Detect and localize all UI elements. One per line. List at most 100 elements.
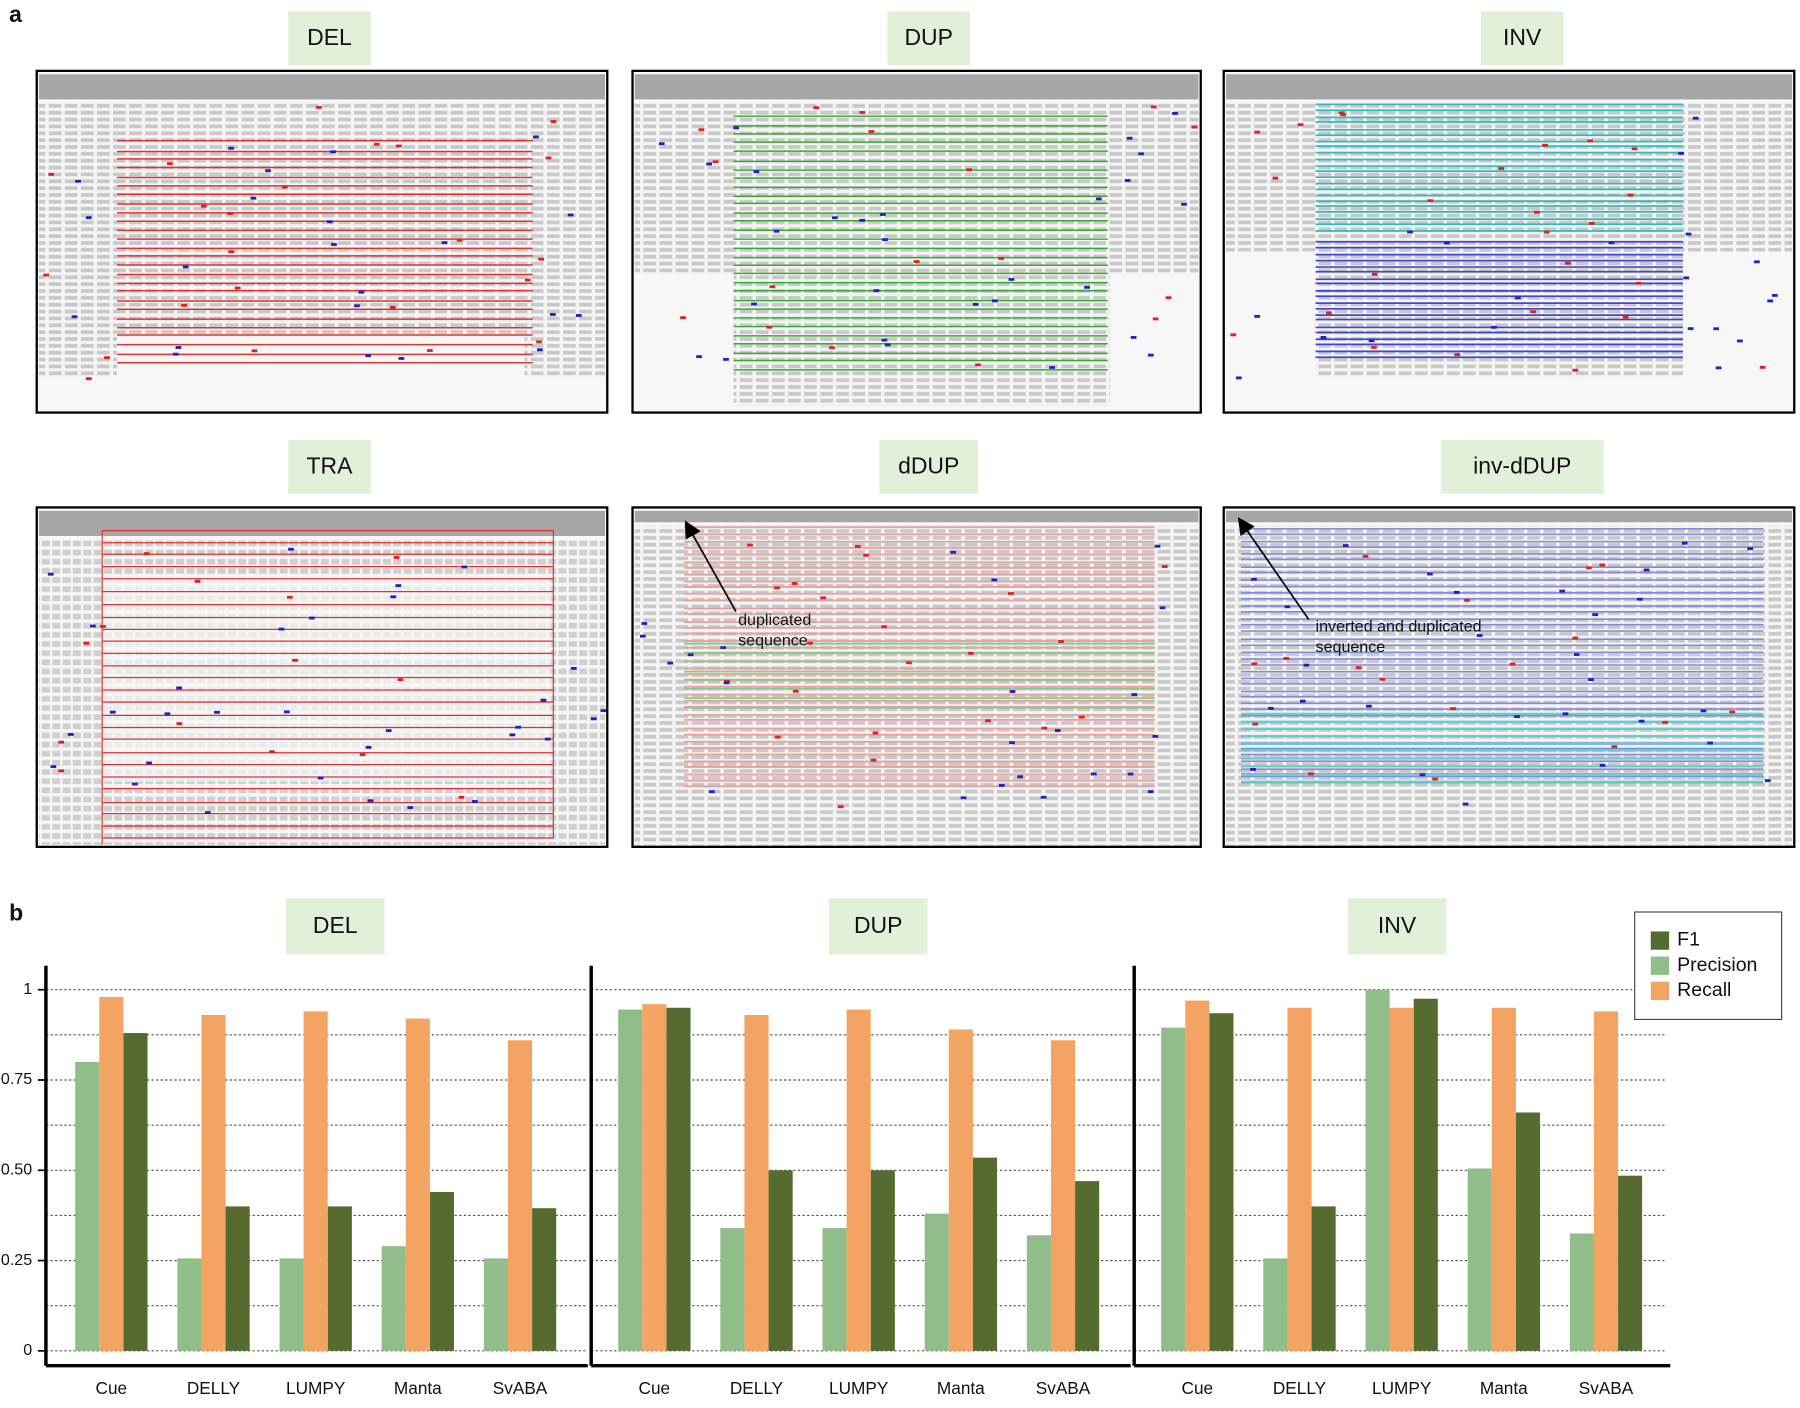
- mismatch: [458, 795, 465, 799]
- mismatch: [1736, 339, 1743, 343]
- annotation-arrow: [1237, 517, 1310, 620]
- mismatch: [395, 584, 402, 588]
- mismatch: [639, 634, 646, 638]
- mismatch: [176, 722, 183, 726]
- mismatch: [1147, 353, 1154, 357]
- mismatch: [1272, 176, 1279, 180]
- mismatch: [536, 348, 543, 352]
- mismatch: [1767, 299, 1774, 303]
- mismatch: [1543, 230, 1550, 234]
- mismatch: [83, 641, 90, 645]
- mismatch: [330, 150, 337, 154]
- mismatch: [390, 595, 397, 599]
- mismatch: [1299, 699, 1306, 703]
- annotation-text: inverted and duplicated: [1316, 618, 1482, 636]
- mismatch: [1707, 741, 1713, 745]
- mismatch: [427, 349, 433, 352]
- mismatch: [1095, 197, 1102, 201]
- panel-frame: [1222, 506, 1796, 848]
- panel-title-box: [288, 11, 371, 66]
- mismatch: [1599, 763, 1606, 767]
- legend-swatch: [1650, 956, 1670, 975]
- mismatch: [1131, 693, 1138, 696]
- reads: [117, 142, 525, 338]
- x-tick-label: Cue: [96, 1378, 128, 1398]
- mismatch: [873, 289, 880, 293]
- mismatch: [1235, 376, 1242, 380]
- mismatch: [1138, 152, 1144, 156]
- mismatch: [1559, 589, 1566, 593]
- x-tick-label: SvABA: [493, 1378, 548, 1398]
- panel-frame: [35, 69, 609, 414]
- mismatch: [733, 126, 739, 130]
- reads: [1226, 525, 1792, 846]
- mismatch: [407, 806, 414, 810]
- mismatch: [385, 729, 392, 733]
- annotation-text: duplicated: [738, 611, 811, 629]
- mismatch: [696, 355, 702, 359]
- mismatch: [1687, 327, 1694, 331]
- mismatch: [472, 800, 478, 803]
- mismatch: [1692, 116, 1699, 120]
- mismatch: [1308, 772, 1314, 776]
- mismatch: [104, 356, 110, 360]
- igv-panel: DEL: [35, 11, 609, 414]
- mismatch: [441, 241, 448, 245]
- bar: [744, 1014, 769, 1351]
- panel-title: DEL: [307, 24, 352, 50]
- mismatch: [590, 717, 597, 721]
- mismatch: [538, 257, 545, 261]
- panel-title-box: [879, 440, 979, 494]
- mismatch: [1427, 199, 1434, 203]
- mismatch: [251, 349, 258, 353]
- x-tick-label: Manta: [937, 1378, 985, 1398]
- mismatch: [950, 550, 957, 554]
- mismatch: [48, 172, 55, 176]
- mismatch: [1608, 241, 1615, 245]
- mismatch: [567, 213, 574, 217]
- mismatch: [881, 338, 888, 342]
- mismatch: [47, 572, 54, 576]
- mismatch: [1635, 281, 1642, 285]
- mismatch: [706, 162, 713, 166]
- igv-panel: INV: [1222, 11, 1796, 414]
- mismatch: [774, 735, 781, 739]
- mismatch: [998, 257, 1004, 260]
- mismatch: [1627, 193, 1634, 197]
- mismatch: [1476, 634, 1483, 637]
- reads: [524, 102, 605, 378]
- panel-frame: [631, 506, 1202, 848]
- panel-title: inv-dDUP: [1473, 453, 1571, 479]
- mismatch: [872, 731, 879, 735]
- bar: [99, 996, 124, 1351]
- mismatch: [1454, 353, 1461, 357]
- mismatch: [859, 111, 866, 114]
- annotation-text: sequence: [1316, 638, 1386, 656]
- bar: [1389, 1007, 1414, 1351]
- legend-swatch: [1650, 931, 1670, 950]
- mismatch: [1303, 663, 1310, 667]
- mismatch: [331, 243, 337, 246]
- mismatch: [234, 286, 241, 290]
- bar: [279, 1258, 304, 1351]
- coverage: [39, 74, 605, 100]
- mismatch: [1498, 167, 1505, 170]
- mismatch: [288, 547, 294, 551]
- mismatch: [1251, 662, 1258, 666]
- mismatch: [545, 156, 552, 160]
- bar: [1161, 1027, 1186, 1351]
- panel-title-box: [1440, 440, 1604, 494]
- mismatch: [1124, 179, 1131, 182]
- mismatch: [146, 761, 152, 765]
- mismatch: [1462, 802, 1469, 806]
- y-tick-label: 1: [23, 980, 32, 998]
- bar: [1365, 989, 1390, 1351]
- bar: [642, 1004, 667, 1351]
- x-tick-label: DELLY: [187, 1378, 241, 1398]
- y-tick-label: 0.50: [1, 1161, 32, 1179]
- mismatch: [533, 135, 539, 139]
- panel-title-box: [288, 440, 371, 494]
- mismatch: [164, 712, 171, 716]
- mismatch: [182, 265, 189, 269]
